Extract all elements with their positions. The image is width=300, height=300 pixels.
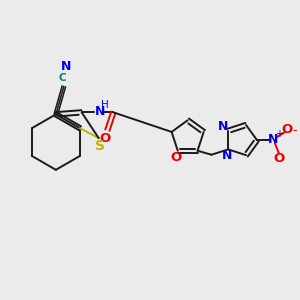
Text: S: S <box>95 139 105 153</box>
Text: O: O <box>100 132 111 145</box>
Text: N: N <box>268 133 278 146</box>
Text: +: + <box>275 129 283 139</box>
Text: O: O <box>281 123 292 136</box>
Text: N: N <box>61 60 71 73</box>
Text: O: O <box>170 151 182 164</box>
Text: C: C <box>58 73 66 82</box>
Text: H: H <box>101 100 109 110</box>
Text: -: - <box>292 124 297 137</box>
Text: O: O <box>273 152 284 165</box>
Text: N: N <box>94 105 105 118</box>
Text: N: N <box>218 120 229 133</box>
Text: N: N <box>222 149 232 162</box>
